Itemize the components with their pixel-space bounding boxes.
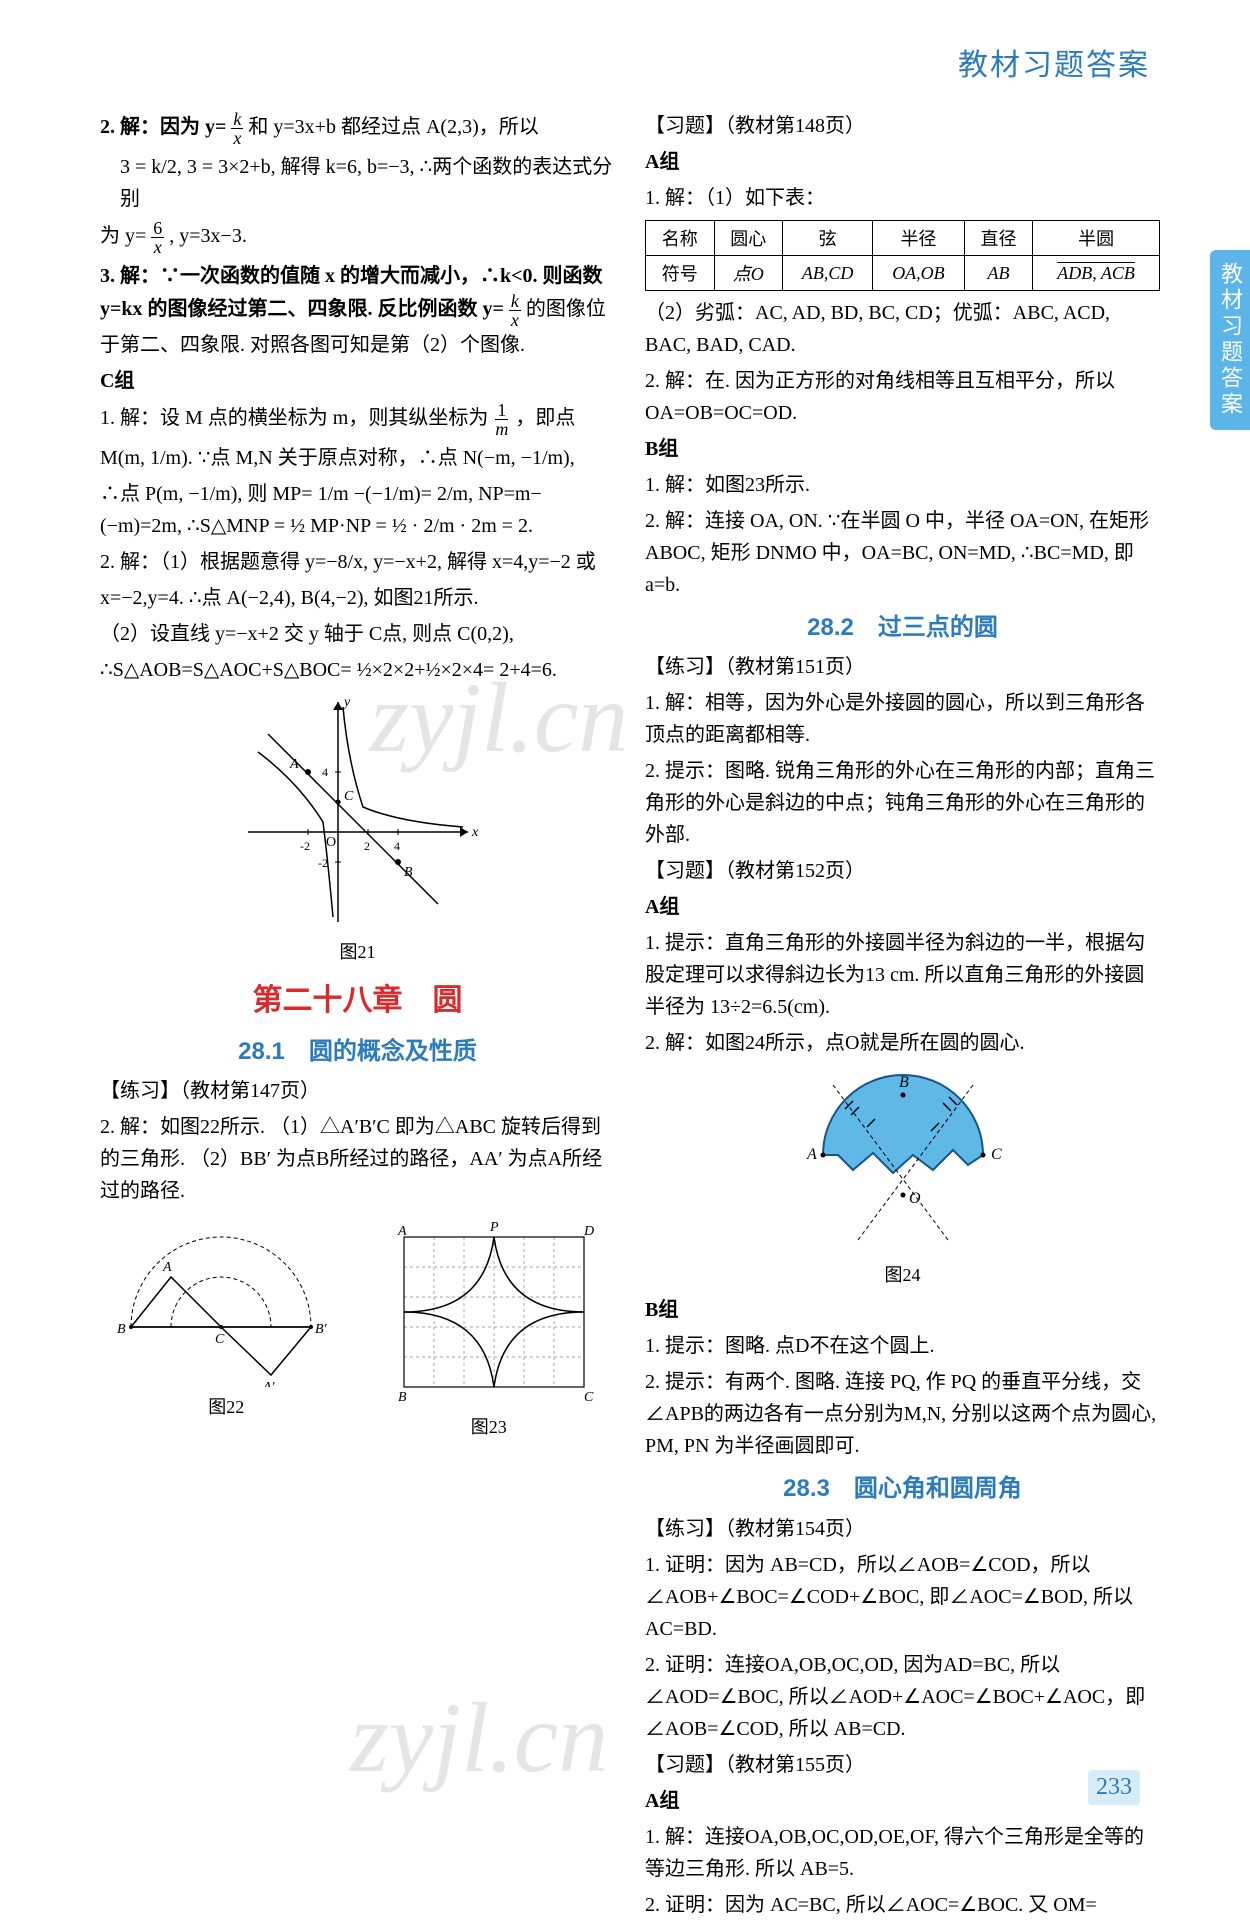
svg-text:2: 2 <box>364 839 370 853</box>
left-column: 2. 解：因为 y= kx 和 y=3x+b 都经过点 A(2,3)，所以 3 … <box>100 110 615 1925</box>
right-column: 【习题】（教材第148页） A组 1. 解：（1）如下表： 名称 圆心 弦 半径… <box>645 110 1160 1925</box>
problem-2: 2. 解：因为 y= kx 和 y=3x+b 都经过点 A(2,3)，所以 <box>100 110 615 147</box>
a155-q1: 1. 解：连接OA,OB,OC,OD,OE,OF, 得六个三角形是全等的等边三角… <box>645 1821 1160 1885</box>
svg-text:C: C <box>584 1390 594 1405</box>
svg-text:-2: -2 <box>300 839 310 853</box>
exercise-155: 【习题】（教材第155页） <box>645 1749 1160 1781</box>
practice-154: 【练习】（教材第154页） <box>645 1513 1160 1545</box>
svg-text:B: B <box>398 1390 407 1405</box>
svg-text:C: C <box>215 1332 225 1347</box>
c-problem-2d: ∴S△AOB=S△AOC+S△BOC= ½×2×2+½×2×4= 2+4=6. <box>100 654 615 686</box>
c-problem-1d: ∴点 P(m, −1/m), 则 MP= 1/m −(−1/m)= 2/m, N… <box>100 478 615 542</box>
svg-text:O: O <box>326 835 336 850</box>
problem-2-result: 为 y= 6x , y=3x−3. <box>100 219 615 256</box>
figure-24: A B C O <box>773 1065 1033 1255</box>
content: 2. 解：因为 y= kx 和 y=3x+b 都经过点 A(2,3)，所以 3 … <box>100 110 1160 1925</box>
c-problem-2a: 2. 解：（1）根据题意得 y=−8/x, y=−x+2, 解得 x=4,y=−… <box>100 546 615 578</box>
c-problem-2b: x=−2,y=4. ∴点 A(−2,4), B(4,−2), 如图21所示. <box>100 582 615 614</box>
exercise-148: 【习题】（教材第148页） <box>645 110 1160 142</box>
svg-text:A: A <box>397 1224 407 1239</box>
svg-text:B: B <box>899 1074 909 1091</box>
practice-151-q2: 2. 提示：图略. 锐角三角形的外心在三角形的内部；直角三角形的外心是斜边的中点… <box>645 755 1160 851</box>
group-a-label: A组 <box>645 146 1160 178</box>
chapter-title: 第二十八章 圆 <box>100 977 615 1025</box>
svg-text:A: A <box>806 1146 817 1163</box>
practice-154-q1: 1. 证明：因为 AB=CD，所以∠AOB=∠COD，所以∠AOB+∠BOC=∠… <box>645 1549 1160 1645</box>
circle-terms-table: 名称 圆心 弦 半径 直径 半圆 符号 点O AB,CD OA,OB AB AD… <box>645 220 1160 291</box>
figure-22: C B B′ A A′ <box>111 1217 341 1387</box>
practice-147: 【练习】（教材第147页） <box>100 1075 615 1107</box>
figure-21-caption: 图21 <box>100 938 615 967</box>
sidebar-tab: 教材习题答案 <box>1210 250 1250 430</box>
svg-text:A: A <box>289 757 299 772</box>
figure-21: x y O -2 2 4 4 -2 A B C <box>228 692 488 932</box>
problem-2-eq: 3 = k/2, 3 = 3×2+b, 解得 k=6, b=−3, ∴两个函数的… <box>120 151 615 215</box>
group-a2-label: A组 <box>645 891 1160 923</box>
figure-24-caption: 图24 <box>645 1261 1160 1290</box>
svg-text:A: A <box>162 1260 172 1275</box>
problem-3: 3. 解：∵一次函数的值随 x 的增大而减小，∴k<0. 则函数 y=kx 的图… <box>100 260 615 361</box>
svg-text:P: P <box>489 1220 499 1235</box>
svg-text:C: C <box>991 1146 1002 1163</box>
svg-text:B: B <box>117 1322 126 1337</box>
svg-text:O: O <box>909 1190 921 1207</box>
a152-q1: 1. 提示：直角三角形的外接圆半径为斜边的一半，根据勾股定理可以求得斜边长为13… <box>645 927 1160 1023</box>
practice-154-q2: 2. 证明：连接OA,OB,OC,OD, 因为AD=BC, 所以∠AOD=∠BO… <box>645 1649 1160 1745</box>
group-b2-label: B组 <box>645 1294 1160 1326</box>
figure-23-wrap: A P D B C 图23 <box>374 1211 604 1446</box>
group-b-label: B组 <box>645 433 1160 465</box>
svg-text:4: 4 <box>322 765 328 779</box>
page-header-title: 教材习题答案 <box>958 40 1150 84</box>
q1-part2: （2）劣弧：AC, AD, BD, BC, CD；优弧：ABC, ACD, BA… <box>645 297 1160 361</box>
exercise-152: 【习题】（教材第152页） <box>645 855 1160 887</box>
a152-q2: 2. 解：如图24所示，点O就是所在圆的圆心. <box>645 1027 1160 1059</box>
figure-23-caption: 图23 <box>374 1413 604 1442</box>
c-problem-1a: 1. 解：设 M 点的横坐标为 m，则其纵坐标为 1m ，即点 <box>100 401 615 438</box>
section-28-3-title: 28.3 圆心角和圆周角 <box>645 1470 1160 1508</box>
figure-22-caption: 图22 <box>111 1393 341 1422</box>
q2-answer: 2. 解：在. 因为正方形的对角线相等且互相平分，所以 OA=OB=OC=OD. <box>645 365 1160 429</box>
figure-22-wrap: C B B′ A A′ 图22 <box>111 1211 341 1446</box>
group-a3-label: A组 <box>645 1785 1160 1817</box>
figure-23: A P D B C <box>374 1217 604 1407</box>
practice-151: 【练习】（教材第151页） <box>645 651 1160 683</box>
b2-answer: 2. 解：连接 OA, ON. ∵在半圆 O 中，半径 OA=ON, 在矩形 A… <box>645 505 1160 601</box>
b1-answer: 1. 解：如图23所示. <box>645 469 1160 501</box>
svg-text:C: C <box>344 789 354 804</box>
section-28-1-title: 28.1 圆的概念及性质 <box>100 1033 615 1071</box>
svg-text:B: B <box>404 865 413 880</box>
section-28-2-title: 28.2 过三点的圆 <box>645 609 1160 647</box>
q1-intro: 1. 解：（1）如下表： <box>645 182 1160 214</box>
svg-text:B′: B′ <box>315 1322 328 1337</box>
group-c-label: C组 <box>100 365 615 397</box>
practice-147-q2: 2. 解：如图22所示. （1）△A′B′C 即为△ABC 旋转后得到的三角形.… <box>100 1111 615 1207</box>
c-problem-1c: M(m, 1/m). ∵点 M,N 关于原点对称，∴点 N(−m, −1/m), <box>100 442 615 474</box>
svg-text:4: 4 <box>394 839 400 853</box>
a155-q2: 2. 证明：因为 AC=BC, 所以∠AOC=∠BOC. 又 OM= <box>645 1889 1160 1921</box>
svg-text:x: x <box>471 825 479 840</box>
practice-151-q1: 1. 解：相等，因为外心是外接圆的圆心，所以到三角形各顶点的距离都相等. <box>645 687 1160 751</box>
b152-q1: 1. 提示：图略. 点D不在这个圆上. <box>645 1330 1160 1362</box>
b152-q2: 2. 提示：有两个. 图略. 连接 PQ, 作 PQ 的垂直平分线，交∠APB的… <box>645 1366 1160 1462</box>
page-number: 233 <box>1088 1770 1140 1805</box>
c-problem-2c: （2）设直线 y=−x+2 交 y 轴于 C点, 则点 C(0,2), <box>100 618 615 650</box>
svg-text:A′: A′ <box>262 1380 276 1387</box>
svg-text:D: D <box>583 1224 594 1239</box>
